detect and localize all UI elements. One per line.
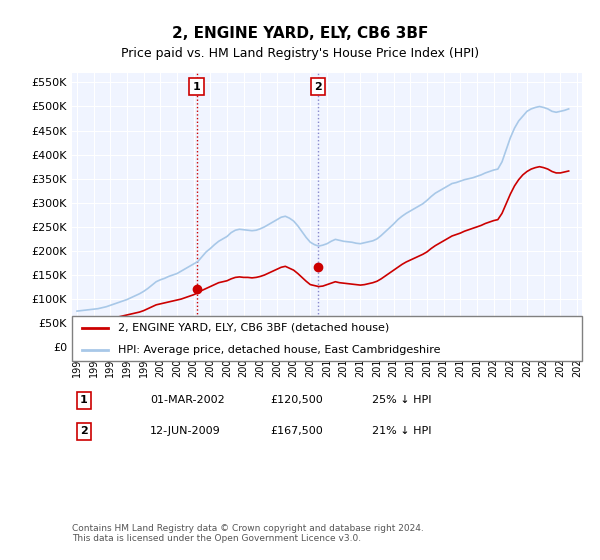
Text: Price paid vs. HM Land Registry's House Price Index (HPI): Price paid vs. HM Land Registry's House … — [121, 46, 479, 60]
Text: 01-MAR-2002: 01-MAR-2002 — [150, 395, 225, 405]
Text: 2: 2 — [80, 426, 88, 436]
Text: 25% ↓ HPI: 25% ↓ HPI — [372, 395, 431, 405]
Text: 2, ENGINE YARD, ELY, CB6 3BF: 2, ENGINE YARD, ELY, CB6 3BF — [172, 26, 428, 41]
Text: 1: 1 — [80, 395, 88, 405]
Text: £120,500: £120,500 — [270, 395, 323, 405]
Text: 2: 2 — [314, 82, 322, 91]
Text: HPI: Average price, detached house, East Cambridgeshire: HPI: Average price, detached house, East… — [118, 345, 440, 355]
FancyBboxPatch shape — [72, 316, 582, 361]
Text: 12-JUN-2009: 12-JUN-2009 — [150, 426, 221, 436]
Text: £167,500: £167,500 — [270, 426, 323, 436]
Text: 1: 1 — [193, 82, 200, 91]
Text: 2, ENGINE YARD, ELY, CB6 3BF (detached house): 2, ENGINE YARD, ELY, CB6 3BF (detached h… — [118, 323, 389, 333]
Text: 21% ↓ HPI: 21% ↓ HPI — [372, 426, 431, 436]
Text: Contains HM Land Registry data © Crown copyright and database right 2024.
This d: Contains HM Land Registry data © Crown c… — [72, 524, 424, 543]
